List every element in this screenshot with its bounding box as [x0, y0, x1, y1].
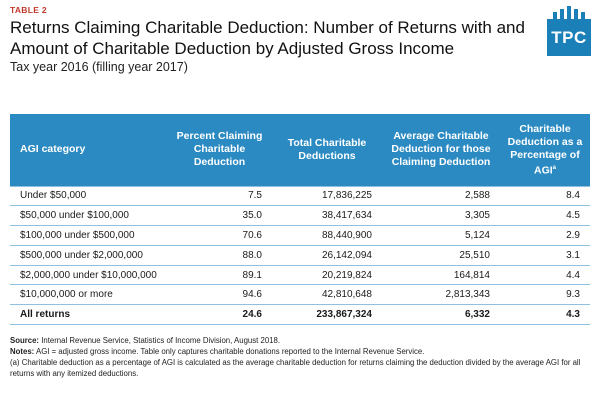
subtitle: Tax year 2016 (filling year 2017)	[10, 60, 188, 74]
source-note: Source: Internal Revenue Service, Statis…	[10, 335, 592, 346]
notes-label: Notes:	[10, 347, 35, 356]
total-deductions-cell: 42,810,648	[272, 284, 382, 306]
header: TABLE 2 Returns Claiming Charitable Dedu…	[10, 5, 530, 74]
logo-text: TPC	[547, 19, 591, 56]
table-row: $100,000 under $500,000 70.6 88,440,900 5,1…	[10, 225, 590, 246]
column-header-pct-agi-label: Charitable Deduction as a Percentage of …	[507, 122, 583, 177]
agi-category-cell: $50,000 under $100,000	[10, 205, 167, 227]
average-deduction-cell: 2,588	[382, 185, 500, 207]
percent-claiming-cell: 24.6	[167, 304, 272, 326]
percent-claiming-cell: 89.1	[167, 265, 272, 286]
percent-claiming-cell: 7.5	[167, 185, 272, 207]
notes: Source: Internal Revenue Service, Statis…	[10, 335, 592, 379]
total-deductions-cell: 88,440,900	[272, 225, 382, 246]
agi-category-cell: $2,000,000 under $10,000,000	[10, 265, 167, 286]
pct-agi-cell: 4.3	[500, 304, 590, 326]
average-deduction-cell: 2,813,343	[382, 284, 500, 306]
source-label: Source:	[10, 336, 40, 345]
total-deductions-cell: 20,219,824	[272, 265, 382, 286]
percent-claiming-cell: 94.6	[167, 284, 272, 306]
pct-agi-cell: 2.9	[500, 225, 590, 246]
table-header-row: AGI category Percent Claiming Charitable…	[10, 114, 590, 186]
total-deductions-cell: 26,142,094	[272, 245, 382, 266]
agi-category-cell: $100,000 under $500,000	[10, 225, 167, 246]
total-deductions-cell: 17,836,225	[272, 185, 382, 207]
agi-category-cell: $10,000,000 or more	[10, 284, 167, 306]
average-deduction-cell: 5,124	[382, 225, 500, 246]
pct-agi-cell: 8.4	[500, 185, 590, 207]
average-deduction-cell: 25,510	[382, 245, 500, 266]
pct-agi-cell: 4.4	[500, 265, 590, 286]
average-deduction-cell: 164,814	[382, 265, 500, 286]
table-label: TABLE 2	[10, 5, 47, 15]
average-deduction-cell: 3,305	[382, 205, 500, 227]
source-text: Internal Revenue Service, Statistics of …	[41, 336, 280, 345]
percent-claiming-cell: 70.6	[167, 225, 272, 246]
footnote-a: (a) Charitable deduction as a percentage…	[10, 358, 581, 378]
notes-line: Notes: AGI = adjusted gross income. Tabl…	[10, 346, 592, 357]
total-deductions-cell: 38,417,634	[272, 205, 382, 227]
footnote-marker: a	[552, 164, 556, 171]
page-title: Returns Claiming Charitable Deduction: N…	[10, 17, 530, 59]
column-header-pct-agi: Charitable Deduction as a Percentage of …	[500, 114, 590, 186]
table-row: $500,000 under $2,000,000 88.0 26,142,094 2…	[10, 245, 590, 266]
pct-agi-cell: 4.5	[500, 205, 590, 227]
table-row: $50,000 under $100,000 35.0 38,417,634 3,30…	[10, 205, 590, 227]
total-deductions-cell: 233,867,324	[272, 304, 382, 326]
agi-category-cell: $500,000 under $2,000,000	[10, 245, 167, 266]
table-total-row: All returns 24.6 233,867,324 6,332 4.3	[10, 304, 590, 326]
column-header-agi: AGI category	[10, 114, 167, 186]
percent-claiming-cell: 35.0	[167, 205, 272, 227]
percent-claiming-cell: 88.0	[167, 245, 272, 266]
column-header-total: Total Charitable Deductions	[272, 114, 382, 186]
average-deduction-cell: 6,332	[382, 304, 500, 326]
title-line-2: Amount of Charitable Deduction by Adjust…	[10, 39, 455, 58]
data-table: AGI category Percent Claiming Charitable…	[10, 114, 590, 326]
notes-text: AGI = adjusted gross income. Table only …	[36, 347, 425, 356]
table-row: Under $50,000 7.5 17,836,225 2,588 8.4	[10, 185, 590, 207]
agi-category-cell: All returns	[10, 304, 167, 326]
table-row: $10,000,000 or more 94.6 42,810,648 2,813,3…	[10, 284, 590, 306]
tpc-logo: TPC	[547, 6, 591, 56]
columns-icon	[553, 6, 585, 19]
table-row: $2,000,000 under $10,000,000 89.1 20,219,8…	[10, 265, 590, 286]
pct-agi-cell: 9.3	[500, 284, 590, 306]
pct-agi-cell: 3.1	[500, 245, 590, 266]
column-header-percent: Percent Claiming Charitable Deduction	[167, 114, 272, 186]
column-header-average: Average Charitable Deduction for those C…	[382, 114, 500, 186]
agi-category-cell: Under $50,000	[10, 185, 167, 207]
title-line-1: Returns Claiming Charitable Deduction: N…	[10, 18, 525, 37]
